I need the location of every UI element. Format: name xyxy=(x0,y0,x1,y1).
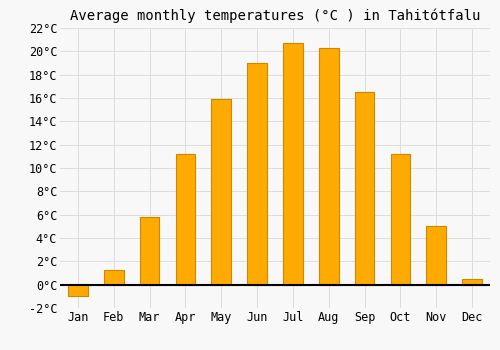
Bar xyxy=(68,285,88,296)
Bar xyxy=(283,43,303,285)
Bar xyxy=(140,217,160,285)
Bar xyxy=(354,92,374,285)
Bar xyxy=(176,154,196,285)
Bar xyxy=(247,63,267,285)
Bar xyxy=(104,270,124,285)
Bar xyxy=(462,279,482,285)
Bar xyxy=(319,48,338,285)
Bar xyxy=(426,226,446,285)
Bar xyxy=(212,99,231,285)
Bar xyxy=(390,154,410,285)
Title: Average monthly temperatures (°C ) in Tahitótfalu: Average monthly temperatures (°C ) in Ta… xyxy=(70,8,480,23)
